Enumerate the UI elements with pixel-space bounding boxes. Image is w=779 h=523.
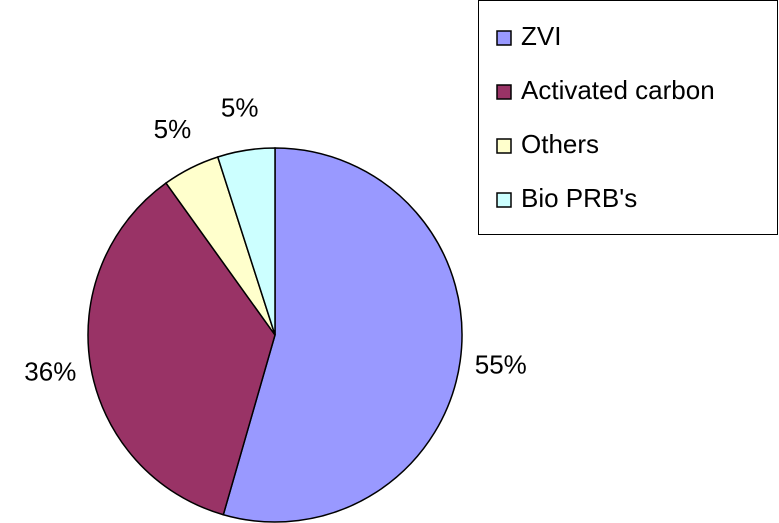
- legend-swatch: [496, 84, 512, 100]
- legend-swatch: [496, 192, 512, 208]
- data-label: 5%: [221, 93, 259, 123]
- legend-box: [478, 0, 778, 235]
- legend-swatch: [496, 138, 512, 154]
- pie-slice: [216, 147, 276, 336]
- data-label: 55%: [475, 350, 527, 380]
- legend-label: Bio PRB's: [521, 183, 637, 213]
- legend-label: Activated carbon: [521, 75, 715, 105]
- pie-slice: [222, 147, 463, 523]
- data-label: 5%: [154, 114, 192, 144]
- legend-swatch: [496, 30, 512, 46]
- legend-label: ZVI: [521, 21, 561, 51]
- legend-label: Others: [521, 129, 599, 159]
- pie-slice: [87, 181, 276, 516]
- data-label: 36%: [24, 357, 76, 387]
